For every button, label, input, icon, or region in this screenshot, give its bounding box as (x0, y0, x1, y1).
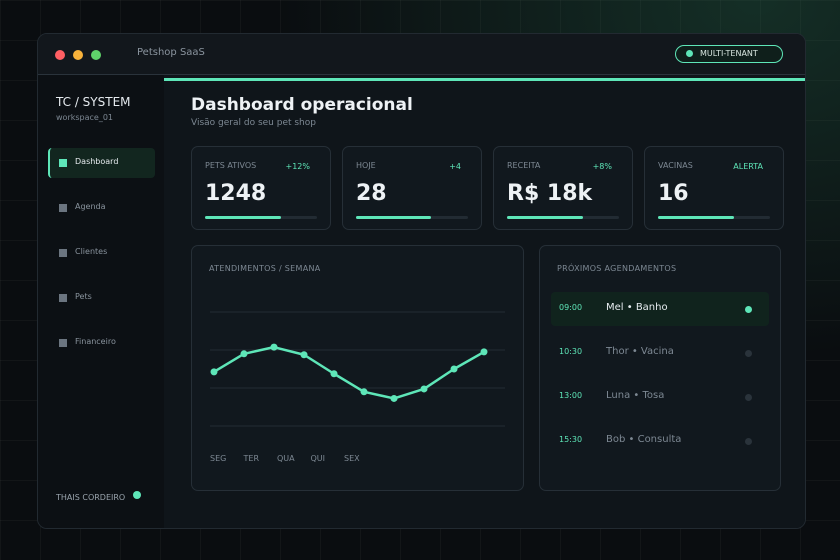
user-status (133, 491, 141, 499)
appointments-panel: PRÓXIMOS AGENDAMENTOS 09:00 Mel • Banho 10… (539, 245, 781, 491)
appointment-row[interactable]: 15:30 Bob • Consulta (551, 424, 769, 458)
x-label: QUI (311, 454, 326, 463)
data-point (270, 343, 278, 351)
data-point (390, 394, 398, 402)
nav-icon (59, 249, 67, 257)
appointment-time: 15:30 (559, 435, 583, 444)
badge-dot (686, 50, 693, 57)
appointment-time: 09:00 (559, 303, 583, 312)
progress-fill (658, 216, 735, 219)
org-name: TC / SYSTEM (56, 95, 131, 109)
nav-icon (59, 159, 67, 167)
kpi-label: RECEITA (507, 161, 541, 170)
nav-icon (59, 339, 67, 347)
appointment-label: Mel • Banho (606, 302, 668, 313)
kpi-delta: +4 (449, 162, 461, 171)
close-button[interactable] (55, 50, 65, 60)
kpi-label: VACINAS (658, 161, 693, 170)
page-subtitle: Visão geral do seu pet shop (191, 118, 316, 128)
x-label: TER (243, 454, 260, 463)
sidebar: TC / SYSTEM workspace_01 Dashboard Agenda… (38, 75, 164, 528)
appointment-label: Luna • Tosa (606, 390, 665, 401)
minimize-button[interactable] (73, 50, 83, 60)
progress-fill (356, 216, 432, 219)
nav-label: Dashboard (75, 157, 119, 166)
chart-title: ATENDIMENTOS / SEMANA (209, 264, 321, 273)
nav-label: Financeiro (75, 337, 116, 346)
appointment-label: Thor • Vacina (606, 346, 674, 357)
kpi-value: R$ 18k (507, 181, 593, 206)
appointment-row[interactable]: 09:00 Mel • Banho (551, 292, 769, 326)
x-label: SEX (344, 454, 360, 463)
kpi-label: HOJE (356, 161, 376, 170)
kpi-delta: +8% (592, 162, 612, 171)
nav-icon (59, 294, 67, 302)
accent-line (164, 78, 805, 81)
workspace: workspace_01 (56, 113, 114, 122)
nav-item[interactable]: Agenda (48, 193, 153, 223)
nav-item[interactable]: Dashboard (48, 148, 155, 178)
data-point (360, 388, 368, 396)
badge-text: MULTI-TENANT (700, 49, 758, 58)
main: Dashboard operacional Visão geral do seu… (164, 75, 805, 528)
appointment-row[interactable]: 10:30 Thor • Vacina (551, 336, 769, 370)
kpi-delta: +12% (285, 162, 310, 171)
nav-icon (59, 204, 67, 212)
app-name: Petshop SaaS (137, 47, 205, 58)
kpi-card: RECEITA +8% R$ 18k (493, 146, 633, 230)
data-point (330, 370, 338, 378)
kpi-card: PETS ATIVOS +12% 1248 (191, 146, 331, 230)
page-title: Dashboard operacional (191, 95, 413, 115)
appointment-time: 10:30 (559, 347, 583, 356)
title-bar: Petshop SaaS MULTI-TENANT (38, 34, 805, 75)
user-name: THAIS CORDEIRO (56, 493, 126, 502)
progress-track (658, 216, 770, 219)
status-dot (745, 350, 752, 357)
progress-track (507, 216, 619, 219)
data-point (210, 368, 218, 376)
appointment-time: 13:00 (559, 391, 583, 400)
kpi-value: 16 (658, 181, 689, 206)
chart-panel: ATENDIMENTOS / SEMANA SEG TER QUA QUI SEX (191, 245, 524, 491)
kpi-label: PETS ATIVOS (205, 161, 257, 170)
nav-item[interactable]: Financeiro (48, 328, 153, 358)
nav-label: Clientes (75, 247, 108, 256)
nav-item[interactable]: Pets (48, 283, 153, 313)
appointment-label: Bob • Consulta (606, 434, 682, 445)
x-label: SEG (210, 454, 226, 463)
progress-track (356, 216, 468, 219)
data-point (450, 365, 458, 373)
maximize-button[interactable] (91, 50, 101, 60)
status-dot (745, 394, 752, 401)
appointments-title: PRÓXIMOS AGENDAMENTOS (557, 264, 677, 273)
kpi-value: 28 (356, 181, 387, 206)
progress-fill (507, 216, 584, 219)
kpi-card: VACINAS ALERTA 16 (644, 146, 784, 230)
status-dot (745, 306, 752, 313)
progress-track (205, 216, 317, 219)
data-point (300, 351, 308, 359)
app-window: Petshop SaaS MULTI-TENANT TC / SYSTEM wo… (37, 33, 806, 529)
kpi-value: 1248 (205, 181, 267, 206)
x-label: QUA (277, 454, 295, 463)
line-series (213, 345, 485, 400)
appointment-row[interactable]: 13:00 Luna • Tosa (551, 380, 769, 414)
tenant-badge[interactable]: MULTI-TENANT (675, 45, 783, 63)
kpi-card: HOJE +4 28 (342, 146, 482, 230)
progress-fill (205, 216, 282, 219)
line-chart: SEG TER QUA QUI SEX (210, 311, 505, 463)
kpi-delta: ALERTA (733, 162, 763, 171)
nav-label: Pets (75, 292, 92, 301)
nav-label: Agenda (75, 202, 106, 211)
data-point (240, 350, 248, 358)
data-point (420, 385, 428, 393)
nav-item[interactable]: Clientes (48, 238, 153, 268)
data-point (480, 348, 488, 356)
status-dot (745, 438, 752, 445)
